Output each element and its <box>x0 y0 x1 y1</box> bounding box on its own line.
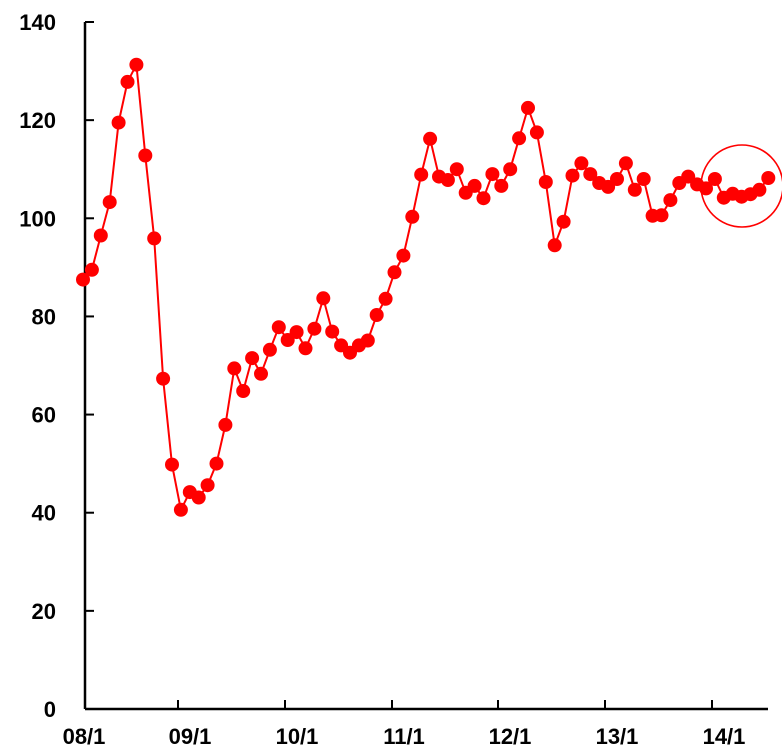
data-point <box>627 182 642 197</box>
data-point <box>307 321 322 336</box>
y-tick-label: 0 <box>44 697 56 722</box>
data-point <box>396 248 411 263</box>
data-point <box>449 162 464 177</box>
data-point <box>298 341 313 356</box>
data-point <box>405 209 420 224</box>
data-point <box>156 371 171 386</box>
data-point <box>93 228 108 243</box>
data-point <box>414 167 429 182</box>
data-point <box>476 191 491 206</box>
data-point <box>467 178 482 193</box>
data-point <box>360 333 375 348</box>
data-point <box>610 172 624 186</box>
data-point <box>369 308 384 322</box>
data-point <box>556 214 571 229</box>
data-point <box>173 502 188 517</box>
data-point <box>636 172 651 186</box>
data-point <box>387 265 402 280</box>
x-tick-label: 12/1 <box>489 724 532 749</box>
data-point <box>529 125 544 140</box>
data-point <box>200 478 215 493</box>
data-point <box>271 320 286 335</box>
data-point <box>538 175 553 189</box>
data-point <box>147 231 162 246</box>
data-point <box>236 384 251 398</box>
data-point <box>503 162 518 177</box>
data-point <box>752 182 767 197</box>
y-tick-label: 80 <box>32 304 56 329</box>
x-tick-label: 10/1 <box>276 724 319 749</box>
x-tick-label: 13/1 <box>596 724 639 749</box>
data-point <box>512 131 527 146</box>
data-point <box>209 456 224 471</box>
data-point <box>289 325 304 340</box>
y-tick-label: 120 <box>19 108 56 133</box>
data-point <box>707 172 722 186</box>
data-point <box>378 291 393 306</box>
x-tick-label: 14/1 <box>703 724 746 749</box>
data-point <box>254 366 268 381</box>
data-point <box>521 100 535 115</box>
data-point <box>191 490 206 505</box>
data-point <box>165 457 179 472</box>
y-tick-label: 100 <box>19 206 56 231</box>
y-tick-label: 140 <box>19 10 56 35</box>
data-point <box>440 173 455 187</box>
data-point <box>76 272 90 287</box>
x-axis-ticks: 08/1 09/1 10/1 11/1 12/1 13/1 14/1 <box>63 700 746 749</box>
data-point <box>574 156 589 171</box>
data-point <box>618 156 633 171</box>
data-point <box>547 238 562 253</box>
data-point <box>227 361 242 376</box>
annotation-layer <box>700 144 782 228</box>
series-layer <box>76 57 776 517</box>
data-point <box>654 208 669 223</box>
data-point <box>423 131 438 146</box>
data-point <box>494 178 509 193</box>
y-axis-ticks: 0 20 40 60 80 100 120 140 <box>19 10 94 722</box>
data-point <box>102 195 117 210</box>
data-point <box>129 57 144 72</box>
x-tick-label: 09/1 <box>169 724 212 749</box>
data-point <box>316 291 331 306</box>
data-point <box>120 74 135 89</box>
y-tick-label: 40 <box>32 501 56 526</box>
data-point <box>583 167 598 182</box>
data-point <box>245 351 260 366</box>
data-point <box>663 193 678 208</box>
highlight-circle <box>700 144 782 228</box>
y-tick-label: 60 <box>32 403 56 428</box>
data-point <box>111 115 126 130</box>
data-point <box>218 417 233 432</box>
data-point <box>699 181 713 196</box>
data-point <box>761 171 776 185</box>
data-point <box>325 324 340 339</box>
data-point <box>485 167 500 182</box>
y-tick-label: 20 <box>32 599 56 624</box>
data-point <box>262 342 277 357</box>
data-point <box>84 262 99 277</box>
series-line <box>82 61 770 513</box>
data-point <box>565 168 580 183</box>
x-tick-label: 08/1 <box>63 724 106 749</box>
x-tick-label: 11/1 <box>383 724 425 749</box>
data-point <box>138 148 153 163</box>
